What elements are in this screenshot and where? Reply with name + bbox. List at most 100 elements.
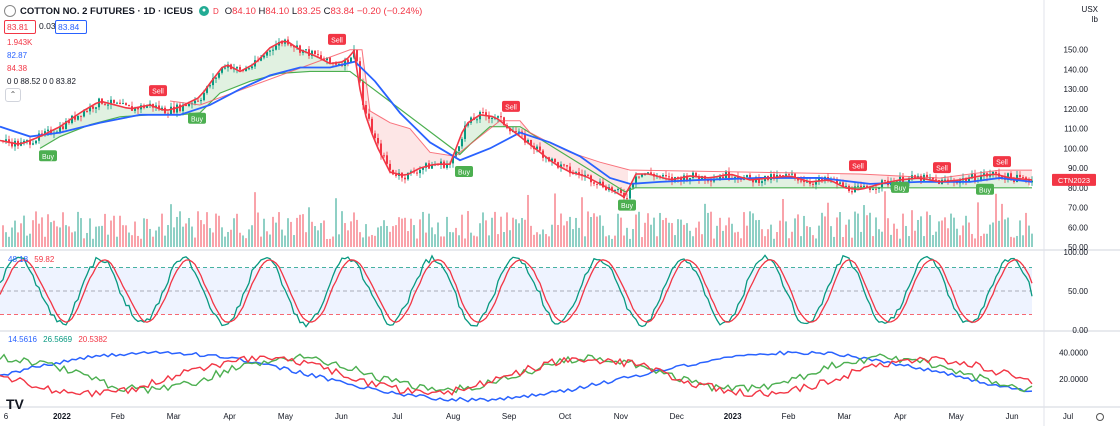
volume-bar xyxy=(971,233,973,247)
volume-bar xyxy=(212,232,214,247)
candle-body xyxy=(197,100,199,102)
volume-bar xyxy=(488,235,490,247)
candle-body xyxy=(923,174,925,181)
collapse-legend-icon[interactable]: ⌃ xyxy=(5,88,21,102)
volume-bar xyxy=(812,235,814,247)
dmi-minus-line xyxy=(0,355,1033,398)
volume-bar xyxy=(281,229,283,247)
volume-bar xyxy=(62,212,64,247)
candle-body xyxy=(239,67,241,70)
candle-body xyxy=(734,177,736,179)
volume-bar xyxy=(980,235,982,247)
volume-bar xyxy=(1001,203,1003,247)
dmi-plus-line xyxy=(0,353,1033,395)
candle-body xyxy=(851,191,853,193)
volume-bar xyxy=(533,234,535,247)
volume-bar xyxy=(386,225,388,247)
volume-bar xyxy=(440,236,442,247)
volume-bar xyxy=(785,221,787,247)
candle-body xyxy=(356,49,358,62)
volume-bar xyxy=(542,229,544,247)
volume-bar xyxy=(371,234,373,247)
volume-bar xyxy=(695,227,697,247)
volume-bar xyxy=(566,221,568,247)
volume-bar xyxy=(71,232,73,247)
candle-body xyxy=(26,140,28,142)
volume-bar xyxy=(947,228,949,247)
candle-body xyxy=(1010,173,1012,178)
volume-bar xyxy=(824,216,826,247)
volume-bar xyxy=(461,214,463,247)
volume-bar xyxy=(677,219,679,247)
volume-bar xyxy=(59,227,61,247)
volume-bar xyxy=(896,228,898,247)
currency-label[interactable]: USX xyxy=(1081,5,1098,14)
unit-label[interactable]: lb xyxy=(1091,15,1098,24)
bid-price-box[interactable]: 83.81 xyxy=(4,20,36,34)
volume-bar xyxy=(449,232,451,247)
volume-bar xyxy=(416,238,418,247)
volume-bar xyxy=(167,225,169,247)
signal-box xyxy=(149,85,167,97)
volume-bar xyxy=(1016,235,1018,247)
volume-bar xyxy=(131,235,133,247)
candle-body xyxy=(578,172,580,175)
candle-body xyxy=(104,103,106,105)
signal-label: Sell xyxy=(996,160,1008,167)
candle-body xyxy=(1022,177,1024,179)
volume-bar xyxy=(341,211,343,247)
volume-bar xyxy=(470,232,472,247)
price-tick-label: 70.00 xyxy=(1068,204,1089,213)
low-value: 83.25 xyxy=(297,5,321,17)
volume-bar xyxy=(845,224,847,247)
volume-bar xyxy=(68,226,70,247)
volume-bar xyxy=(140,238,142,247)
stoch-d-value: 59.82 xyxy=(34,255,55,264)
candle-body xyxy=(983,173,985,176)
candle-body xyxy=(188,103,190,106)
volume-bar xyxy=(308,207,310,247)
candle-body xyxy=(65,121,67,130)
candle-body xyxy=(8,139,10,143)
volume-bar xyxy=(884,191,886,247)
dmi-adx-value: 14.5616 xyxy=(8,335,37,344)
candle-body xyxy=(317,54,319,56)
candle-body xyxy=(458,146,460,152)
volume-bar xyxy=(236,213,238,247)
candle-body xyxy=(344,59,346,66)
trailing-stop-line xyxy=(39,70,1032,193)
volume-bar xyxy=(92,238,94,247)
candle-body xyxy=(194,100,196,104)
time-tick-label: 2023 xyxy=(724,412,742,421)
volume-bar xyxy=(743,212,745,247)
candle-body xyxy=(566,165,568,167)
volume-bar xyxy=(713,238,715,247)
candle-body xyxy=(200,100,202,102)
volume-bar xyxy=(665,217,667,247)
candle-body xyxy=(761,181,763,184)
volume-bar xyxy=(944,217,946,247)
candle-body xyxy=(794,173,796,178)
low-label: L xyxy=(291,5,298,17)
candle-body xyxy=(89,106,91,112)
price-tick-label: 130.00 xyxy=(1064,85,1089,94)
time-tick-label: Apr xyxy=(894,412,907,421)
candle-body xyxy=(611,187,613,191)
volume-bar xyxy=(806,226,808,247)
volume-bar xyxy=(17,232,19,247)
volume-bar xyxy=(362,237,364,247)
volume-bar xyxy=(476,236,478,247)
candle-body xyxy=(482,111,484,113)
ask-price-box[interactable]: 83.84 xyxy=(55,20,87,34)
symbol-title[interactable]: COTTON NO. 2 FUTURES · 1D · ICEUS xyxy=(20,5,193,17)
volume-bar xyxy=(893,223,895,247)
volume-bar xyxy=(797,214,799,247)
support-band xyxy=(40,40,348,149)
dmi-minus-value: 20.5382 xyxy=(78,335,108,344)
time-tick-label: Jul xyxy=(392,412,402,421)
candle-body xyxy=(158,105,160,110)
volume-bar xyxy=(767,229,769,247)
volume-bar xyxy=(125,225,127,247)
candle-body xyxy=(554,158,556,163)
